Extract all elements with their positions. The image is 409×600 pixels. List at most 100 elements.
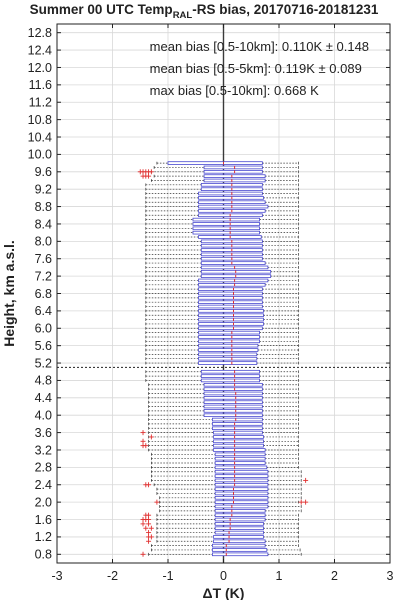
box-iqr: [203, 391, 263, 396]
box-iqr: [198, 296, 263, 300]
y-tick-label: 5.2: [35, 356, 52, 370]
box-item: [148, 413, 299, 418]
box-item: [145, 352, 299, 357]
x-tick-label: -1: [162, 569, 173, 583]
box-iqr: [192, 230, 260, 235]
box-iqr: [198, 300, 263, 304]
box-item: [140, 443, 299, 449]
box-iqr: [214, 452, 266, 457]
box-iqr: [213, 535, 264, 539]
box-item: [145, 265, 299, 270]
box-iqr: [198, 191, 263, 196]
box-item: [145, 209, 299, 213]
box-item: [145, 339, 299, 344]
box-item: [148, 387, 299, 391]
box-item: [154, 499, 309, 505]
box-iqr: [198, 304, 263, 309]
box-item: [146, 538, 299, 544]
y-tick-label: 8.0: [35, 235, 52, 249]
box-iqr: [211, 422, 263, 426]
y-tick-label: 11.2: [29, 96, 52, 110]
box-item: [159, 504, 302, 509]
box-iqr: [198, 278, 269, 283]
y-tick-label: 0.8: [35, 548, 52, 562]
x-tick-label: 3: [387, 569, 394, 583]
box-item: [151, 465, 299, 470]
box-item: [145, 326, 299, 331]
y-tick-label: 1.2: [35, 530, 52, 544]
box-iqr: [192, 222, 260, 226]
y-tick-label: 12.8: [28, 26, 52, 40]
box-iqr: [198, 309, 264, 313]
box-item: [140, 438, 299, 444]
box-iqr: [214, 495, 269, 500]
box-item: [145, 196, 299, 200]
y-tick-label: 11.6: [29, 78, 52, 92]
box-iqr: [198, 356, 258, 361]
box-item: [140, 521, 299, 527]
annotation-text: mean bias [0.5-10km]: 0.110K ± 0.148: [150, 39, 369, 54]
x-tick-label: 1: [276, 569, 283, 583]
box-item: [145, 317, 299, 322]
box-iqr: [198, 343, 259, 348]
box-item: [143, 525, 299, 531]
box-item: [145, 291, 299, 296]
y-tick-label: 7.2: [35, 269, 52, 283]
chart-title-subscript: RAL: [173, 10, 193, 21]
x-tick-label: 0: [220, 569, 227, 583]
box-iqr: [214, 522, 264, 526]
box-item: [145, 213, 299, 218]
box-iqr: [211, 543, 266, 548]
y-tick-label: 12.0: [28, 61, 52, 75]
box-iqr: [198, 204, 269, 209]
y-tick-label: 6.4: [35, 304, 52, 318]
box-iqr: [214, 509, 266, 513]
box-item: [145, 256, 299, 261]
box-item: [145, 200, 299, 205]
box-item: [137, 169, 299, 175]
box-item: [148, 391, 299, 396]
box-iqr: [214, 482, 269, 487]
box-item: [151, 469, 302, 474]
box-item: [145, 361, 299, 365]
box-iqr: [213, 435, 264, 439]
y-tick-label: 4.0: [35, 409, 52, 423]
box-item: [145, 296, 299, 300]
box-item: [145, 309, 299, 313]
box-item: [145, 239, 299, 244]
box-item: [140, 430, 299, 436]
box-iqr: [203, 396, 263, 400]
annotation-text: max bias [0.5-10km]: 0.668 K: [150, 83, 319, 98]
y-tick-label: 6.0: [35, 322, 52, 336]
box-item: [145, 283, 299, 287]
box-iqr: [214, 465, 268, 470]
box-iqr: [214, 530, 264, 535]
box-iqr: [203, 174, 266, 178]
x-tick-label: 2: [331, 569, 338, 583]
box-item: [151, 543, 299, 548]
box-iqr: [211, 426, 263, 431]
y-tick-label: 3.2: [35, 443, 52, 457]
box-iqr: [200, 261, 266, 265]
x-tick-label: -3: [51, 569, 62, 583]
chart-title-prefix: Summer 00 UTC Temp: [30, 2, 173, 17]
box-item: [145, 374, 299, 378]
box-iqr: [214, 491, 269, 496]
box-iqr: [198, 339, 260, 344]
box-iqr: [198, 313, 264, 318]
box-iqr: [203, 165, 263, 170]
box-iqr: [198, 326, 263, 331]
y-tick-label: 2.0: [35, 495, 52, 509]
box-item: [145, 191, 299, 196]
box-iqr: [203, 400, 263, 404]
box-iqr: [203, 409, 263, 413]
box-item: [145, 204, 299, 209]
box-iqr: [203, 178, 266, 183]
box-iqr: [198, 361, 258, 365]
box-item: [145, 217, 299, 222]
box-item: [140, 173, 299, 179]
box-iqr: [211, 417, 263, 422]
box-item: [145, 278, 299, 283]
box-iqr: [214, 478, 269, 483]
box-item: [148, 400, 299, 404]
